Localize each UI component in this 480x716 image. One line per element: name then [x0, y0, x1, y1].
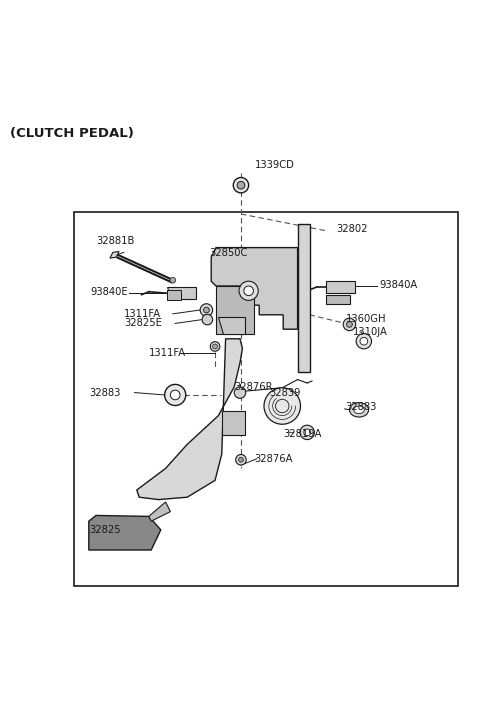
Text: 93840E: 93840E	[90, 287, 128, 296]
Circle shape	[170, 390, 180, 400]
Circle shape	[276, 400, 289, 412]
Polygon shape	[167, 287, 196, 299]
Polygon shape	[298, 223, 310, 372]
Circle shape	[237, 181, 245, 189]
Polygon shape	[167, 290, 181, 301]
Circle shape	[264, 388, 300, 425]
Ellipse shape	[354, 406, 364, 414]
Polygon shape	[137, 339, 242, 500]
Circle shape	[236, 455, 246, 465]
Polygon shape	[218, 317, 245, 334]
Circle shape	[233, 178, 249, 193]
Circle shape	[304, 429, 311, 436]
Circle shape	[200, 304, 213, 316]
Circle shape	[356, 334, 372, 349]
Circle shape	[204, 307, 209, 313]
Circle shape	[360, 337, 368, 345]
Text: 1311FA: 1311FA	[149, 348, 186, 358]
Text: 32850C: 32850C	[209, 248, 247, 258]
Text: 1311FA: 1311FA	[124, 309, 161, 319]
Circle shape	[234, 387, 246, 398]
Circle shape	[300, 425, 314, 440]
Text: 32881B: 32881B	[96, 236, 134, 246]
Polygon shape	[110, 251, 119, 258]
Polygon shape	[149, 502, 170, 521]
Circle shape	[202, 314, 213, 325]
Text: 1310JA: 1310JA	[353, 326, 388, 337]
Text: (CLUTCH PEDAL): (CLUTCH PEDAL)	[10, 127, 133, 140]
Polygon shape	[216, 286, 254, 334]
Ellipse shape	[349, 402, 369, 417]
Circle shape	[210, 342, 220, 352]
Text: 32883: 32883	[346, 402, 377, 412]
Text: 1339CD: 1339CD	[254, 160, 294, 170]
Text: 32819A: 32819A	[283, 429, 322, 439]
Polygon shape	[89, 516, 161, 550]
Circle shape	[170, 277, 176, 283]
Text: 32876R: 32876R	[234, 382, 273, 392]
Bar	[74, 212, 458, 586]
Text: 32825E: 32825E	[124, 319, 162, 329]
Polygon shape	[326, 281, 355, 293]
Circle shape	[347, 321, 352, 327]
Polygon shape	[326, 295, 350, 304]
Text: 32883: 32883	[89, 387, 120, 397]
Text: 32876A: 32876A	[254, 454, 293, 464]
Circle shape	[239, 281, 258, 301]
Circle shape	[343, 318, 356, 331]
Circle shape	[239, 458, 243, 462]
Text: 32839: 32839	[269, 387, 300, 397]
Circle shape	[165, 384, 186, 405]
Circle shape	[213, 344, 217, 349]
Polygon shape	[222, 411, 245, 435]
Circle shape	[244, 286, 253, 296]
Text: 32825: 32825	[89, 525, 120, 535]
Text: 93840A: 93840A	[379, 280, 418, 290]
Text: 32802: 32802	[336, 224, 368, 234]
Text: 1360GH: 1360GH	[346, 314, 386, 324]
Polygon shape	[211, 248, 298, 329]
